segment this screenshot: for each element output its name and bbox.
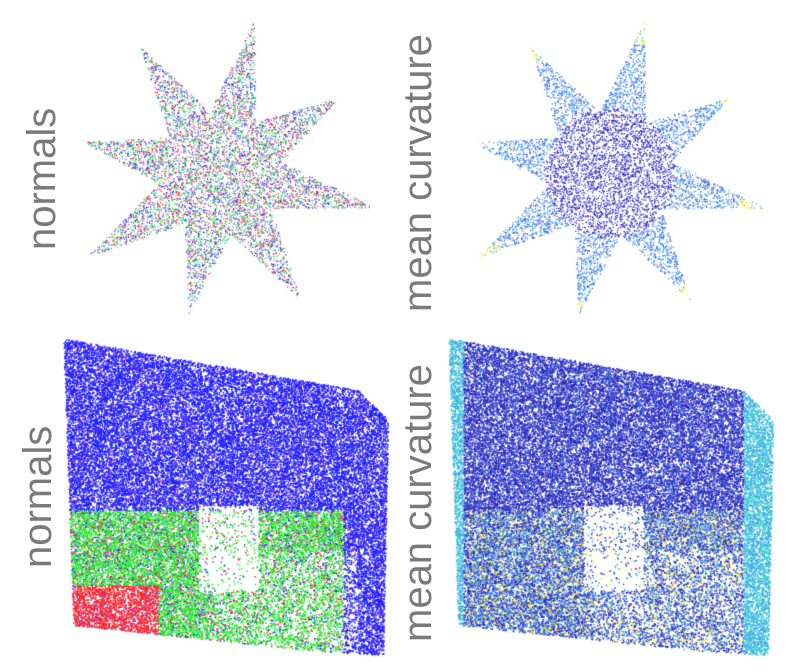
star-curvature-point-cloud bbox=[455, 3, 765, 343]
star-normals-canvas bbox=[70, 5, 370, 340]
room-normals-canvas bbox=[58, 330, 393, 665]
star-curvature-canvas bbox=[455, 3, 765, 343]
room-curvature-label: mean curvature bbox=[396, 364, 440, 642]
star-normals-point-cloud bbox=[70, 5, 370, 340]
room-curvature-point-cloud bbox=[443, 330, 781, 665]
room-curvature-canvas bbox=[443, 330, 781, 665]
star-curvature-label: mean curvature bbox=[396, 34, 440, 312]
room-normals-point-cloud bbox=[58, 330, 393, 665]
room-normals-label: normals bbox=[16, 425, 60, 568]
star-normals-label: normals bbox=[20, 107, 64, 250]
